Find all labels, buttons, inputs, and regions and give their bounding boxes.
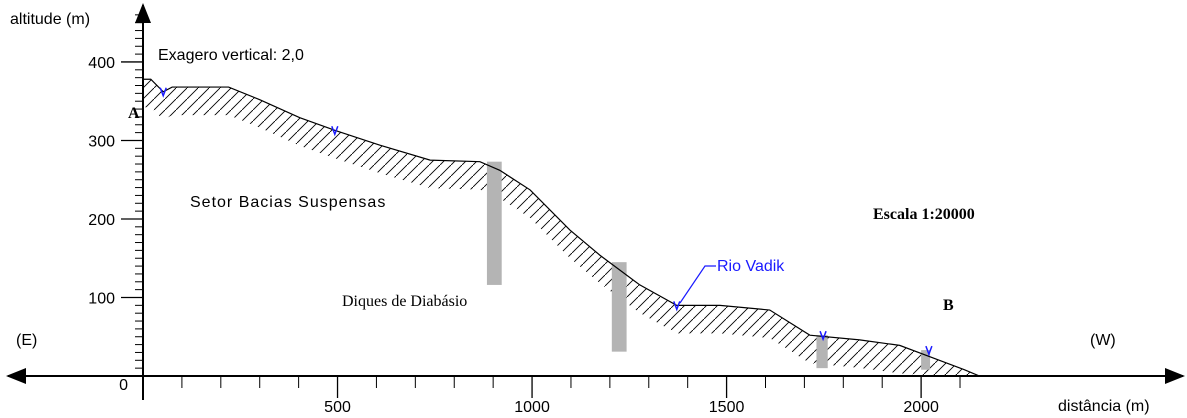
dike [816,335,827,368]
annotation: Rio Vadik [717,258,785,275]
y-tick-label: 400 [88,55,115,72]
annotation: Setor Bacias Suspensas [190,194,386,211]
annotation: A [128,105,140,122]
annotation: Exagero vertical: 2,0 [158,47,304,64]
dike [487,162,502,285]
x-tick-label: 500 [324,399,351,416]
annotation: (E) [16,332,37,349]
annotation: Escala 1:20000 [873,206,975,223]
annotation: B [943,297,954,314]
y-tick-label: 200 [88,212,115,229]
y-axis-title: altitude (m) [10,11,90,28]
y-tick-label: 300 [88,133,115,150]
x-tick-label: 1000 [514,399,550,416]
x-tick-label: 1500 [709,399,745,416]
annotation: (W) [1090,332,1116,349]
y-tick-label: 0 [119,377,128,394]
x-axis-title: distância (m) [1058,398,1150,415]
leader-line [680,266,716,303]
chart: altitude (m) distância (m) Exagero verti… [0,0,1187,418]
x-tick-label: 2000 [903,399,939,416]
y-tick-label: 100 [88,290,115,307]
hatch-band [143,79,987,376]
dike [612,262,627,352]
annotation: Diques de Diabásio [342,293,467,310]
